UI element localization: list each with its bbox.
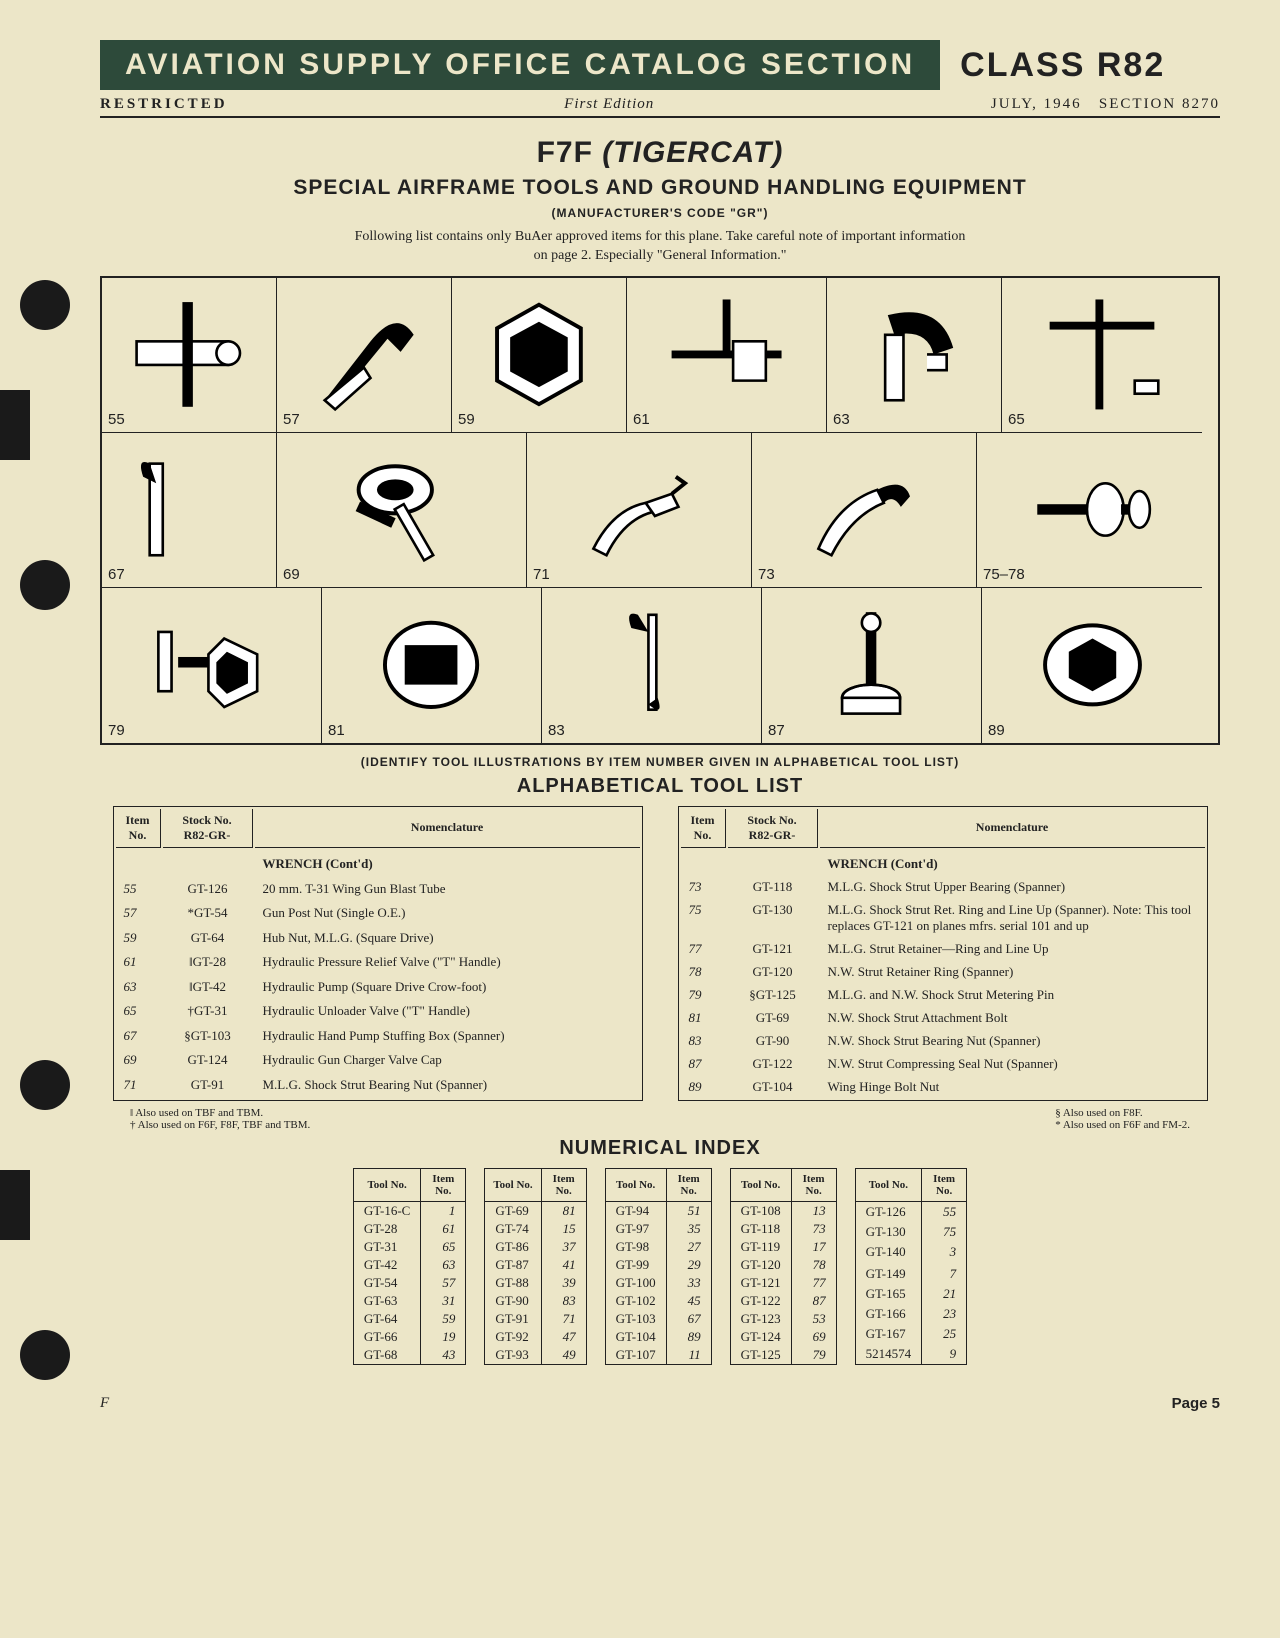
subtitle: SPECIAL AIRFRAME TOOLS AND GROUND HANDLI…	[100, 176, 1220, 200]
title-block: F7F (TIGERCAT) SPECIAL AIRFRAME TOOLS AN…	[100, 136, 1220, 266]
illus-cell-81: 81	[322, 588, 542, 743]
illus-cell-63: 63	[827, 278, 1002, 433]
illus-cell-69: 69	[277, 433, 527, 588]
alpha-table-left: Item No.Stock No. R82-GR-NomenclatureWRE…	[113, 806, 643, 1101]
illus-cell-79: 79	[102, 588, 322, 743]
mfr-code: (MANUFACTURER'S CODE "GR")	[100, 206, 1220, 220]
num-table: Tool No.Item No.GT-16-C1GT-2861GT-3165GT…	[353, 1168, 466, 1365]
header-row: AVIATION SUPPLY OFFICE CATALOG SECTION C…	[100, 40, 1220, 90]
subheader: RESTRICTED First Edition JULY, 1946 SECT…	[100, 93, 1220, 118]
footer-left: F	[100, 1395, 109, 1412]
footnote-left: ‖ Also used on TBF and TBM. † Also used …	[130, 1107, 310, 1131]
restricted-label: RESTRICTED	[100, 96, 228, 113]
page-footer: F Page 5	[100, 1395, 1220, 1412]
date-section: JULY, 1946 SECTION 8270	[991, 96, 1220, 113]
illus-cell-75–78: 75–78	[977, 433, 1202, 588]
num-table: Tool No.Item No.GT-12655GT-13075GT-1403G…	[855, 1168, 968, 1365]
footnotes: ‖ Also used on TBF and TBM. † Also used …	[130, 1107, 1190, 1131]
illus-cell-73: 73	[752, 433, 977, 588]
illus-cell-55: 55	[102, 278, 277, 433]
illus-cell-87: 87	[762, 588, 982, 743]
alpha-table-right: Item No.Stock No. R82-GR-NomenclatureWRE…	[678, 806, 1208, 1101]
illus-cell-61: 61	[627, 278, 827, 433]
illus-cell-67: 67	[102, 433, 277, 588]
main-title: F7F (TIGERCAT)	[100, 136, 1220, 170]
num-heading: NUMERICAL INDEX	[100, 1137, 1220, 1160]
illus-cell-89: 89	[982, 588, 1202, 743]
illus-cell-57: 57	[277, 278, 452, 433]
num-table: Tool No.Item No.GT-9451GT-9735GT-9827GT-…	[605, 1168, 712, 1365]
page-number: Page 5	[1172, 1395, 1220, 1412]
num-table: Tool No.Item No.GT-10813GT-11873GT-11917…	[730, 1168, 837, 1365]
illus-cell-65: 65	[1002, 278, 1202, 433]
edition-label: First Edition	[564, 96, 654, 113]
illus-cell-71: 71	[527, 433, 752, 588]
alpha-heading: ALPHABETICAL TOOL LIST	[100, 775, 1220, 798]
section: SECTION 8270	[1099, 96, 1220, 112]
illus-cell-83: 83	[542, 588, 762, 743]
header-banner: AVIATION SUPPLY OFFICE CATALOG SECTION	[100, 40, 940, 90]
alpha-tables: Item No.Stock No. R82-GR-NomenclatureWRE…	[100, 806, 1220, 1101]
footnote-right: § Also used on F8F. * Also used on F6F a…	[1055, 1107, 1190, 1131]
intro-text: Following list contains only BuAer appro…	[350, 228, 970, 266]
illus-caption: (IDENTIFY TOOL ILLUSTRATIONS BY ITEM NUM…	[100, 755, 1220, 769]
numerical-index: Tool No.Item No.GT-16-C1GT-2861GT-3165GT…	[100, 1168, 1220, 1365]
illus-cell-59: 59	[452, 278, 627, 433]
num-table: Tool No.Item No.GT-6981GT-7415GT-8637GT-…	[484, 1168, 586, 1365]
illustration-grid: 555759616365 6769717375–78 7981838789	[100, 276, 1220, 745]
date: JULY, 1946	[991, 96, 1082, 112]
class-label: CLASS R82	[960, 46, 1165, 85]
